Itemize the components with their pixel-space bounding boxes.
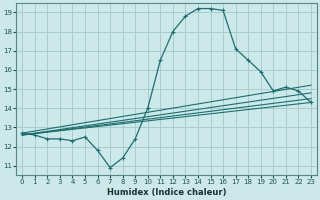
X-axis label: Humidex (Indice chaleur): Humidex (Indice chaleur) xyxy=(107,188,226,197)
